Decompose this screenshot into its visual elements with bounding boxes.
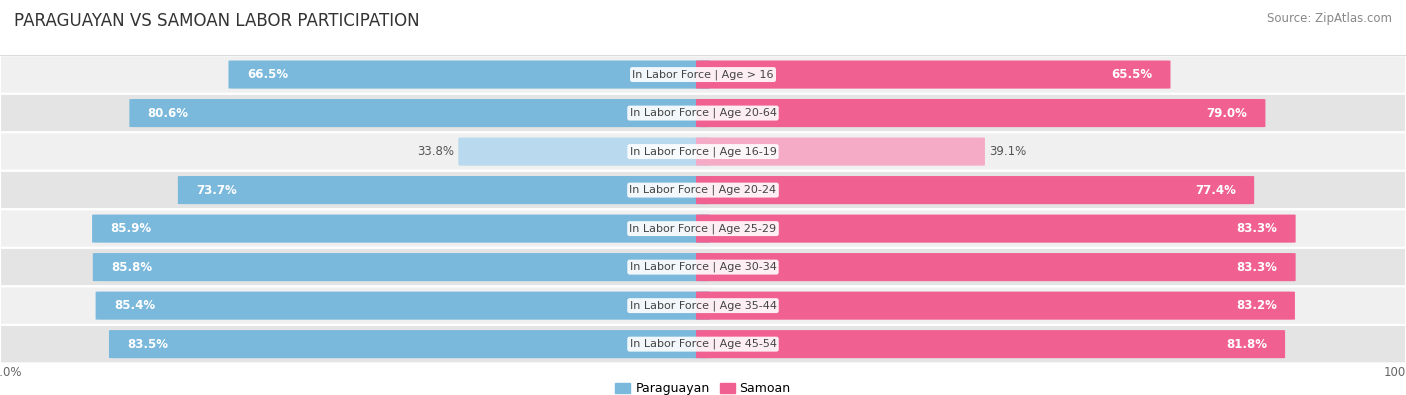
Text: In Labor Force | Age > 16: In Labor Force | Age > 16	[633, 69, 773, 80]
FancyBboxPatch shape	[0, 55, 1406, 94]
FancyBboxPatch shape	[91, 214, 710, 243]
Text: 83.3%: 83.3%	[1236, 261, 1277, 274]
FancyBboxPatch shape	[696, 214, 1296, 243]
Text: 85.9%: 85.9%	[110, 222, 152, 235]
FancyBboxPatch shape	[696, 137, 984, 166]
FancyBboxPatch shape	[96, 292, 710, 320]
FancyBboxPatch shape	[0, 171, 1406, 209]
FancyBboxPatch shape	[696, 292, 1295, 320]
Text: 73.7%: 73.7%	[197, 184, 236, 197]
Text: 33.8%: 33.8%	[418, 145, 454, 158]
FancyBboxPatch shape	[177, 176, 710, 204]
Text: 39.1%: 39.1%	[990, 145, 1026, 158]
Text: 80.6%: 80.6%	[148, 107, 188, 120]
Text: In Labor Force | Age 20-24: In Labor Force | Age 20-24	[630, 185, 776, 196]
FancyBboxPatch shape	[0, 94, 1406, 132]
FancyBboxPatch shape	[696, 60, 1171, 88]
FancyBboxPatch shape	[0, 248, 1406, 286]
FancyBboxPatch shape	[696, 253, 1296, 281]
Text: 65.5%: 65.5%	[1111, 68, 1153, 81]
Text: 83.2%: 83.2%	[1236, 299, 1277, 312]
FancyBboxPatch shape	[696, 176, 1254, 204]
FancyBboxPatch shape	[696, 330, 1285, 358]
Text: PARAGUAYAN VS SAMOAN LABOR PARTICIPATION: PARAGUAYAN VS SAMOAN LABOR PARTICIPATION	[14, 12, 419, 30]
Text: 83.3%: 83.3%	[1236, 222, 1277, 235]
Text: In Labor Force | Age 35-44: In Labor Force | Age 35-44	[630, 300, 776, 311]
Text: 85.8%: 85.8%	[111, 261, 152, 274]
Text: In Labor Force | Age 45-54: In Labor Force | Age 45-54	[630, 339, 776, 350]
FancyBboxPatch shape	[0, 286, 1406, 325]
FancyBboxPatch shape	[458, 137, 710, 166]
Text: 81.8%: 81.8%	[1226, 338, 1267, 351]
Text: 83.5%: 83.5%	[128, 338, 169, 351]
Text: Source: ZipAtlas.com: Source: ZipAtlas.com	[1267, 12, 1392, 25]
FancyBboxPatch shape	[0, 209, 1406, 248]
Text: In Labor Force | Age 30-34: In Labor Force | Age 30-34	[630, 262, 776, 273]
Legend: Paraguayan, Samoan: Paraguayan, Samoan	[610, 377, 796, 395]
FancyBboxPatch shape	[110, 330, 710, 358]
Text: 79.0%: 79.0%	[1206, 107, 1247, 120]
Text: 66.5%: 66.5%	[247, 68, 288, 81]
FancyBboxPatch shape	[129, 99, 710, 127]
Text: 77.4%: 77.4%	[1195, 184, 1236, 197]
FancyBboxPatch shape	[696, 99, 1265, 127]
Text: In Labor Force | Age 16-19: In Labor Force | Age 16-19	[630, 146, 776, 157]
FancyBboxPatch shape	[228, 60, 710, 88]
FancyBboxPatch shape	[0, 132, 1406, 171]
FancyBboxPatch shape	[0, 325, 1406, 363]
Text: In Labor Force | Age 20-64: In Labor Force | Age 20-64	[630, 108, 776, 118]
Text: 85.4%: 85.4%	[114, 299, 155, 312]
Text: In Labor Force | Age 25-29: In Labor Force | Age 25-29	[630, 223, 776, 234]
FancyBboxPatch shape	[93, 253, 710, 281]
